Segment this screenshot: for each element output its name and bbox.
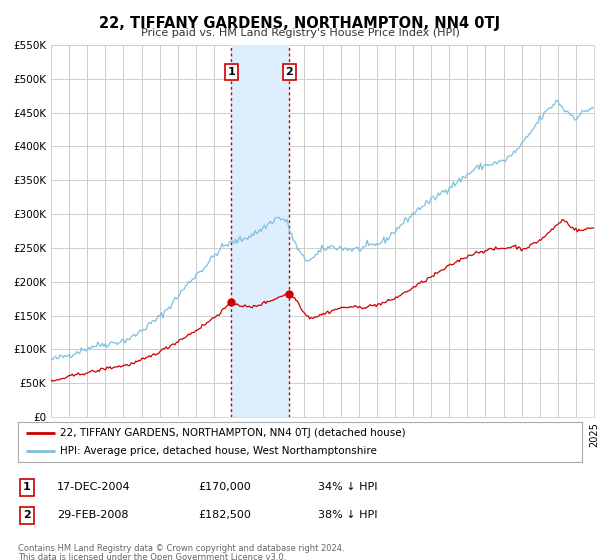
Text: 2: 2 <box>286 67 293 77</box>
Text: Price paid vs. HM Land Registry's House Price Index (HPI): Price paid vs. HM Land Registry's House … <box>140 28 460 38</box>
Text: 22, TIFFANY GARDENS, NORTHAMPTON, NN4 0TJ: 22, TIFFANY GARDENS, NORTHAMPTON, NN4 0T… <box>100 16 500 31</box>
Text: 34% ↓ HPI: 34% ↓ HPI <box>318 482 377 492</box>
Bar <box>231 45 289 417</box>
Text: 1: 1 <box>23 482 31 492</box>
Text: 1: 1 <box>227 67 235 77</box>
Text: 29-FEB-2008: 29-FEB-2008 <box>57 510 128 520</box>
Text: HPI: Average price, detached house, West Northamptonshire: HPI: Average price, detached house, West… <box>60 446 377 456</box>
Text: Contains HM Land Registry data © Crown copyright and database right 2024.: Contains HM Land Registry data © Crown c… <box>18 544 344 553</box>
Text: This data is licensed under the Open Government Licence v3.0.: This data is licensed under the Open Gov… <box>18 553 286 560</box>
Text: £170,000: £170,000 <box>198 482 251 492</box>
Text: 38% ↓ HPI: 38% ↓ HPI <box>318 510 377 520</box>
Text: 17-DEC-2004: 17-DEC-2004 <box>57 482 131 492</box>
Text: 22, TIFFANY GARDENS, NORTHAMPTON, NN4 0TJ (detached house): 22, TIFFANY GARDENS, NORTHAMPTON, NN4 0T… <box>60 428 406 437</box>
Text: £182,500: £182,500 <box>198 510 251 520</box>
Text: 2: 2 <box>23 510 31 520</box>
